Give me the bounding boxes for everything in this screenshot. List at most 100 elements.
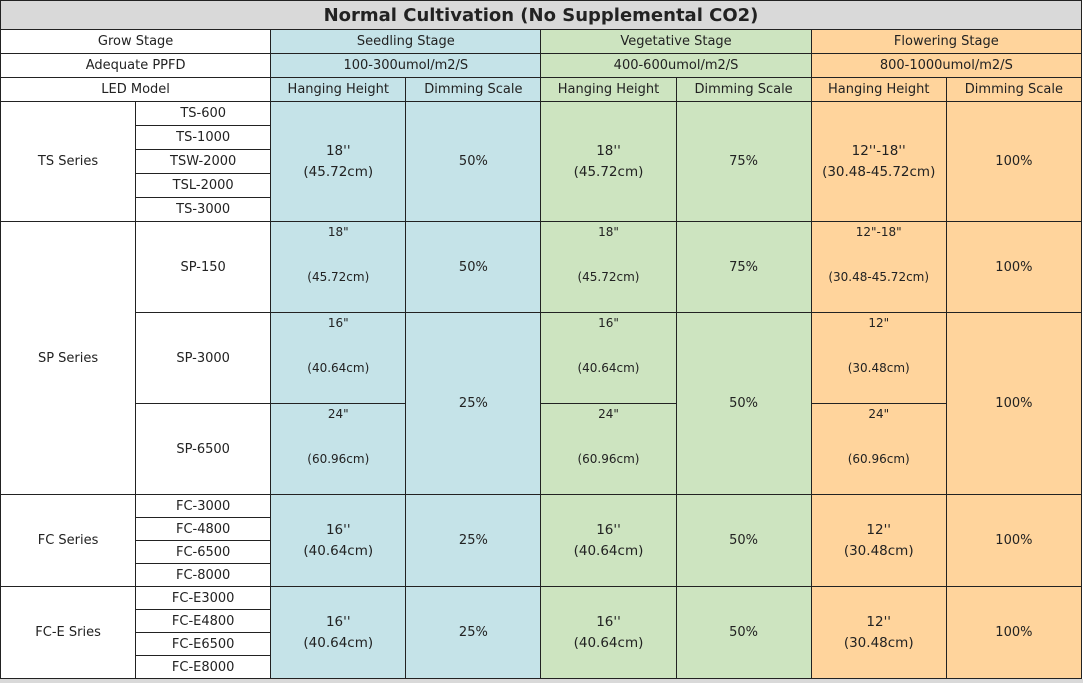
height-cm: (40.64cm) (573, 634, 644, 651)
vegetative-stage-header: Vegetative Stage (540, 29, 812, 54)
model-cell: TS-600 (135, 101, 272, 126)
height-cm: (40.64cm) (307, 361, 370, 375)
height-inches: 12"-18" (855, 225, 902, 239)
fc-seedling-height: 16'' (40.64cm) (270, 494, 407, 587)
height-inches: 18'' (325, 142, 351, 159)
sp150-vegetative-height: 18" (45.72cm) (540, 221, 677, 313)
flowering-stage-header: Flowering Stage (810, 29, 1083, 54)
model-cell: FC-E8000 (135, 655, 272, 679)
model-cell: FC-3000 (135, 494, 272, 518)
sp6500-seedling-height: 24" (60.96cm) (270, 403, 407, 495)
sp150-flowering-height: 12"-18" (30.48-45.72cm) (810, 221, 947, 313)
grow-stage-label: Grow Stage (0, 29, 272, 54)
seedling-ppfd: 100-300umol/m2/S (270, 53, 542, 78)
sp-vegetative-dimming-shared: 50% (675, 312, 812, 495)
seedling-dimming-scale-header: Dimming Scale (405, 77, 542, 102)
vegetative-hanging-height-header: Hanging Height (540, 77, 677, 102)
height-cm: (45.72cm) (307, 270, 370, 284)
height-cm: (40.64cm) (303, 542, 374, 559)
ts-flowering-height: 12''-18'' (30.48-45.72cm) (810, 101, 947, 222)
flowering-ppfd: 800-1000umol/m2/S (810, 53, 1083, 78)
height-cm: (45.72cm) (303, 163, 374, 180)
height-inches: 16'' (596, 521, 621, 538)
height-inches: 12" (868, 316, 890, 330)
height-inches: 16'' (325, 521, 351, 538)
sp6500-vegetative-height: 24" (60.96cm) (540, 403, 677, 495)
height-cm: (60.96cm) (307, 452, 370, 466)
height-cm: (30.48-45.72cm) (822, 163, 936, 180)
ts-seedling-height: 18'' (45.72cm) (270, 101, 407, 222)
height-inches: 16'' (596, 613, 621, 630)
model-cell: TS-3000 (135, 197, 272, 222)
height-cm: (60.96cm) (577, 452, 640, 466)
sp3000-flowering-height: 12" (30.48cm) (810, 312, 947, 404)
model-cell: SP-3000 (135, 312, 272, 404)
height-cm: (40.64cm) (573, 542, 644, 559)
vegetative-ppfd: 400-600umol/m2/S (540, 53, 812, 78)
sp-seedling-dimming-shared: 25% (405, 312, 542, 495)
flowering-dimming-scale-header: Dimming Scale (945, 77, 1083, 102)
model-cell: FC-E3000 (135, 586, 272, 610)
adequate-ppfd-label: Adequate PPFD (0, 53, 272, 78)
ts-seedling-dimming: 50% (405, 101, 542, 222)
height-inches: 16" (327, 316, 349, 330)
model-cell: FC-6500 (135, 540, 272, 564)
sp3000-vegetative-height: 16" (40.64cm) (540, 312, 677, 404)
height-inches: 18'' (596, 142, 621, 159)
flowering-hanging-height-header: Hanging Height (810, 77, 947, 102)
series-fc: FC Series (0, 494, 137, 587)
model-cell: TS-1000 (135, 125, 272, 150)
seedling-stage-header: Seedling Stage (270, 29, 542, 54)
sp150-vegetative-dimming: 75% (675, 221, 812, 313)
height-inches: 12''-18'' (851, 142, 906, 159)
fc-seedling-dimming: 25% (405, 494, 542, 587)
height-cm: (40.64cm) (303, 634, 374, 651)
ts-flowering-dimming: 100% (945, 101, 1083, 222)
height-inches: 12'' (866, 613, 892, 630)
series-ts: TS Series (0, 101, 137, 222)
height-inches: 16'' (325, 613, 351, 630)
fc-flowering-dimming: 100% (945, 494, 1083, 587)
height-inches: 24" (598, 407, 619, 421)
sp6500-flowering-height: 24" (60.96cm) (810, 403, 947, 495)
model-cell: FC-E6500 (135, 632, 272, 656)
model-cell: FC-8000 (135, 563, 272, 587)
height-cm: (30.48-45.72cm) (828, 270, 930, 284)
sp150-seedling-dimming: 50% (405, 221, 542, 313)
height-cm: (60.96cm) (847, 452, 910, 466)
vegetative-dimming-scale-header: Dimming Scale (675, 77, 812, 102)
height-inches: 18" (327, 225, 349, 239)
height-cm: (30.48cm) (843, 542, 914, 559)
table-title: Normal Cultivation (No Supplemental CO2) (0, 0, 1082, 30)
sp150-seedling-height: 18" (45.72cm) (270, 221, 407, 313)
height-cm: (40.64cm) (577, 361, 640, 375)
model-cell: FC-4800 (135, 517, 272, 541)
seedling-hanging-height-header: Hanging Height (270, 77, 407, 102)
height-inches: 18" (598, 225, 619, 239)
fce-seedling-height: 16'' (40.64cm) (270, 586, 407, 679)
fc-vegetative-height: 16'' (40.64cm) (540, 494, 677, 587)
sp-flowering-dimming-shared: 100% (945, 312, 1083, 495)
led-model-label: LED Model (0, 77, 272, 102)
height-cm: (30.48cm) (847, 361, 910, 375)
height-inches: 12'' (866, 521, 892, 538)
ts-vegetative-height: 18'' (45.72cm) (540, 101, 677, 222)
sp3000-seedling-height: 16" (40.64cm) (270, 312, 407, 404)
series-sp: SP Series (0, 221, 137, 495)
fce-seedling-dimming: 25% (405, 586, 542, 679)
height-cm: (30.48cm) (843, 634, 914, 651)
series-fce: FC-E Sries (0, 586, 137, 679)
fce-vegetative-dimming: 50% (675, 586, 812, 679)
fc-flowering-height: 12'' (30.48cm) (810, 494, 947, 587)
ts-vegetative-dimming: 75% (675, 101, 812, 222)
fce-flowering-height: 12'' (30.48cm) (810, 586, 947, 679)
fce-vegetative-height: 16'' (40.64cm) (540, 586, 677, 679)
model-cell: SP-6500 (135, 403, 272, 495)
fce-flowering-dimming: 100% (945, 586, 1083, 679)
model-cell: TSW-2000 (135, 149, 272, 174)
height-inches: 16" (598, 316, 619, 330)
model-cell: TSL-2000 (135, 173, 272, 198)
model-cell: SP-150 (135, 221, 272, 313)
sp150-flowering-dimming: 100% (945, 221, 1083, 313)
